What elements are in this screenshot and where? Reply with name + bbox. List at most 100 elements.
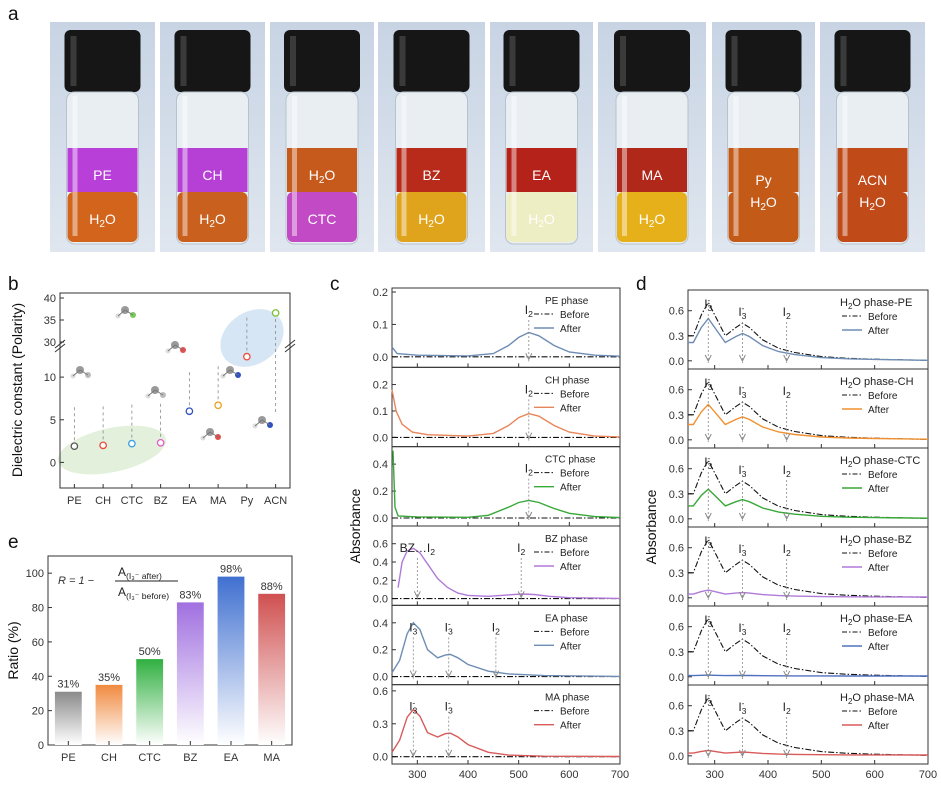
peak-label: I3-: [704, 611, 712, 629]
series-before: [688, 696, 929, 756]
series-after: [688, 488, 929, 519]
vial-top-label: Py: [755, 172, 771, 188]
axis-break-mark: [54, 339, 66, 349]
y-tick-label: 0.6: [669, 385, 684, 397]
y-tick-label: 60: [32, 637, 44, 649]
peak-arrow: [738, 433, 746, 442]
vial-bottom-label: H2O: [199, 211, 226, 230]
peak-arrow: [783, 512, 791, 521]
legend-after-label: After: [560, 483, 582, 494]
subplot-frame: [391, 684, 621, 765]
peak-label: I3-: [738, 698, 746, 716]
subplot-title: H2O phase-BZ: [840, 534, 912, 548]
peak-label: I3-: [704, 532, 712, 550]
peak-arrow: [704, 512, 712, 521]
data-point-ea: [185, 407, 194, 416]
vial-cap: [725, 30, 802, 92]
peak-arrow: [409, 749, 417, 758]
vial-top-layer: [67, 148, 138, 192]
peak-arrow: [783, 354, 791, 363]
panel-letter-a: a: [8, 4, 19, 25]
subplot-ctc-phase: 0.0 0.2 0.4 CTC phase Before After I2: [373, 446, 621, 527]
peak-arrow: [738, 670, 746, 679]
subplot-ch-phase: 0.0 0.1 0.2 CH phase Before After I2: [373, 366, 621, 448]
molecule-bond: [261, 419, 271, 426]
molecule-sketch: [115, 306, 136, 319]
series-after: [391, 331, 621, 357]
y-tick-label: 0.0: [373, 594, 388, 606]
x-tick-label: BZ: [154, 495, 168, 507]
x-tick-label: 700: [919, 769, 937, 781]
peak-label: I2: [525, 382, 533, 398]
molecule-bond: [209, 431, 219, 438]
bar-bz: [176, 602, 204, 745]
peak-label: I3-: [738, 382, 746, 400]
vial-reflection: [842, 96, 848, 236]
legend-before-label: Before: [560, 310, 590, 321]
series-after: [688, 403, 929, 440]
bar-value-label: 50%: [139, 646, 161, 658]
peak-label: BZ…I2: [400, 541, 436, 557]
peak-label: I3-: [409, 618, 417, 636]
x-tick-label: MA: [210, 495, 227, 507]
molecule-sketch: [200, 428, 221, 441]
y-tick-label: 35: [44, 315, 56, 327]
y-tick-label: 0.0: [669, 356, 684, 368]
vial-top-layer: [287, 148, 357, 192]
vial-3: H2O CTC: [270, 22, 374, 252]
molecule-bond: [147, 389, 156, 397]
y-tick-label: 0.4: [373, 557, 388, 569]
y-tick-label: 0.1: [373, 406, 388, 418]
y-tick-label: 0.6: [669, 622, 684, 634]
peak-label: I3-: [704, 295, 712, 313]
bar-value-label: 83%: [179, 589, 201, 601]
y-tick-label: 0.3: [669, 489, 684, 501]
vial-reflection: [733, 96, 739, 236]
y-tick-label: 0.6: [373, 539, 388, 551]
vial-8: ACN H2O: [820, 22, 925, 252]
y-axis-label: Absorbance: [347, 488, 363, 563]
subplot-bz-phase: 0.0 0.2 0.4 0.6 BZ phase Before After BZ…I2 I2: [373, 525, 621, 606]
x-tick-label: 300: [408, 769, 426, 781]
legend-before-label: Before: [868, 470, 898, 481]
peak-arrow: [738, 591, 746, 600]
y-tick-label: 0.0: [373, 432, 388, 444]
series-after: [688, 317, 929, 361]
vial-top-layer: [728, 148, 799, 192]
y-tick-label: 0.3: [669, 331, 684, 343]
panel-letter-b: b: [8, 274, 19, 295]
formula-lhs: R = 1 −: [58, 575, 95, 587]
vial-bottom-layer: [506, 192, 577, 242]
x-tick-label: CH: [95, 495, 111, 507]
peak-label: I2: [783, 463, 791, 479]
legend-before-label: Before: [868, 628, 898, 639]
data-point-acn: [271, 309, 280, 317]
legend-before-label: Before: [560, 469, 590, 480]
vial-bottom-label: CTC: [308, 211, 337, 227]
vial-bottom-layer: [67, 192, 138, 242]
y-tick-label: 10: [44, 372, 56, 384]
peak-label: I2: [517, 541, 525, 557]
x-tick-label: MA: [263, 752, 280, 764]
molecule-bond: [72, 369, 81, 377]
y-tick-label: 0.3: [669, 726, 684, 738]
ratio-formula: R = 1 − A(I₃⁻ after) A(I₃⁻ before): [58, 565, 178, 601]
peak-label: I3-: [738, 619, 746, 637]
plot-frame: [59, 292, 291, 489]
series-after: [688, 749, 929, 756]
series-after: [392, 450, 621, 519]
y-tick-label: 40: [32, 671, 44, 683]
panel-letter-e: e: [8, 532, 19, 553]
series-before: [688, 617, 929, 677]
panel-e-ratio-bars: 0 20 40 60 80 100 Ratio (%) 31% PE 35% CH 50% CTC 83%…: [5, 555, 293, 764]
y-tick-label: 0.2: [373, 575, 388, 587]
x-tick-label: PE: [61, 752, 76, 764]
bar-pe: [54, 691, 82, 745]
y-tick-label: 0.4: [373, 459, 388, 471]
vial-top-label: CH: [202, 167, 222, 183]
axis-break-mark: [284, 339, 296, 349]
vial-top-layer: [837, 148, 908, 192]
y-tick-label: 0.0: [669, 514, 684, 526]
